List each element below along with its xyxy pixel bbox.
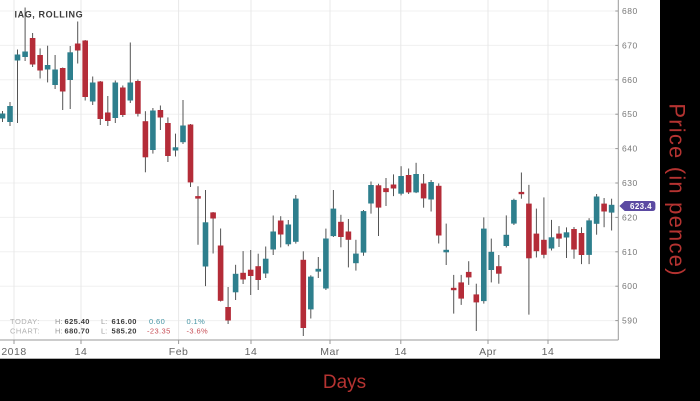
svg-text:-23.35: -23.35 <box>147 327 171 336</box>
svg-text:0.60: 0.60 <box>149 317 165 326</box>
svg-text:600: 600 <box>622 281 638 291</box>
svg-text:2018: 2018 <box>1 346 26 358</box>
svg-text:Days: Days <box>323 372 366 393</box>
svg-text:Price (in pence): Price (in pence) <box>665 103 690 276</box>
svg-text:IAG, ROLLING: IAG, ROLLING <box>15 10 84 20</box>
svg-text:Feb: Feb <box>169 346 189 358</box>
svg-text:Mar: Mar <box>320 346 340 358</box>
svg-text:14: 14 <box>394 346 407 358</box>
svg-text:650: 650 <box>622 109 638 119</box>
svg-text:14: 14 <box>75 346 88 358</box>
svg-text:-3.6%: -3.6% <box>187 327 209 336</box>
svg-text:620: 620 <box>622 212 638 222</box>
svg-text:L:: L: <box>101 327 107 336</box>
svg-text:CHART:: CHART: <box>10 327 40 336</box>
svg-text:610: 610 <box>622 247 638 257</box>
svg-text:623.4: 623.4 <box>630 202 652 211</box>
svg-text:0.1%: 0.1% <box>187 317 206 326</box>
svg-text:14: 14 <box>245 346 258 358</box>
svg-text:625.40: 625.40 <box>65 317 90 326</box>
svg-text:640: 640 <box>622 144 638 154</box>
svg-text:680: 680 <box>622 6 638 16</box>
svg-text:H:: H: <box>55 317 63 326</box>
svg-text:H:: H: <box>55 327 63 336</box>
svg-text:14: 14 <box>542 346 555 358</box>
svg-text:L:: L: <box>101 317 107 326</box>
svg-text:585.20: 585.20 <box>112 327 137 336</box>
svg-text:670: 670 <box>622 40 638 50</box>
svg-text:Apr: Apr <box>479 346 497 358</box>
svg-text:660: 660 <box>622 75 638 85</box>
svg-text:630: 630 <box>622 178 638 188</box>
svg-text:590: 590 <box>622 316 638 326</box>
svg-text:616.00: 616.00 <box>112 317 137 326</box>
svg-text:680.70: 680.70 <box>65 327 90 336</box>
svg-text:TODAY:: TODAY: <box>10 317 40 326</box>
